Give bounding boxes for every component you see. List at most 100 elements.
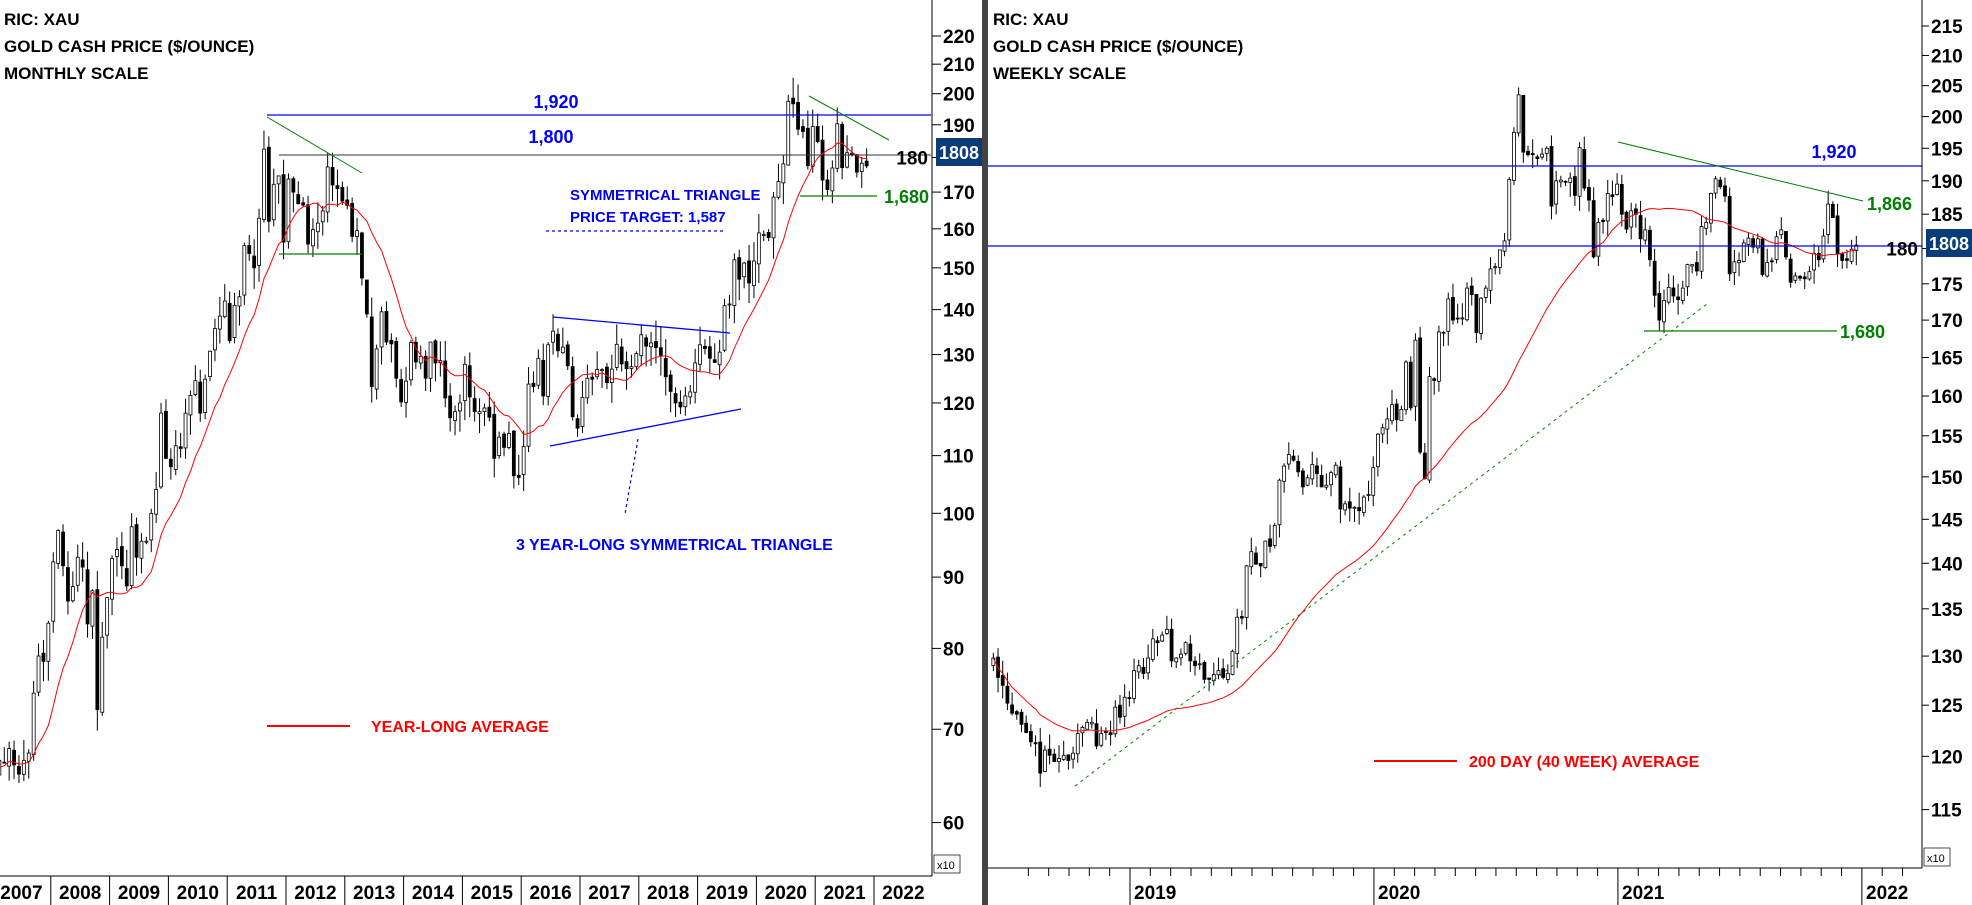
candle	[433, 339, 438, 382]
candle	[693, 348, 698, 404]
candle-body	[1197, 663, 1202, 666]
candle	[747, 244, 751, 304]
candle	[570, 356, 575, 421]
candle-body	[369, 316, 374, 387]
candle	[1596, 218, 1601, 266]
candle-body	[1582, 148, 1587, 189]
candle	[355, 217, 359, 255]
candle-body	[1104, 731, 1108, 733]
candle-body	[1563, 180, 1568, 183]
candle-body	[350, 203, 355, 237]
candle-body	[502, 433, 506, 448]
candle	[654, 320, 658, 364]
candle	[1427, 366, 1432, 484]
candle-body	[1249, 551, 1254, 568]
candle-body	[1193, 660, 1197, 667]
candle-body	[315, 222, 320, 233]
candle	[1469, 277, 1474, 306]
candle	[634, 351, 639, 370]
candle	[149, 508, 154, 553]
candle	[1305, 474, 1310, 487]
candle	[311, 218, 315, 258]
candle	[350, 197, 355, 243]
candle	[1558, 175, 1563, 188]
y-tick-label: 130	[943, 345, 975, 366]
candle	[51, 552, 56, 633]
candle-body	[1446, 298, 1451, 332]
candle-body	[609, 368, 614, 383]
candle	[781, 155, 786, 205]
x-tick-label: 2019	[706, 883, 748, 904]
x-tick-label: 2019	[1134, 883, 1176, 904]
candle	[624, 351, 629, 390]
candle	[1249, 537, 1254, 575]
candle	[423, 350, 428, 391]
candle-body	[1807, 271, 1812, 280]
candle-body	[257, 217, 261, 266]
candle-body	[1755, 238, 1760, 249]
candle	[1343, 500, 1347, 516]
candle-body	[1699, 226, 1704, 272]
candle-body	[1005, 685, 1010, 704]
candle-body	[1483, 287, 1488, 298]
y-tick-label: 195	[1931, 139, 1963, 160]
candle	[438, 341, 443, 377]
candle	[1751, 235, 1756, 253]
candle	[1849, 239, 1854, 265]
candle-body	[1727, 195, 1732, 275]
multiplier-box	[933, 854, 961, 874]
candle	[1479, 297, 1484, 340]
candle	[1446, 292, 1451, 346]
candle-body	[1258, 563, 1263, 567]
candle-body	[859, 162, 864, 172]
candle	[1568, 172, 1573, 197]
candle	[1704, 216, 1709, 236]
candle	[257, 208, 261, 282]
candle	[1601, 218, 1605, 234]
x-tick-label: 2020	[765, 883, 807, 904]
candle-body	[306, 204, 310, 245]
candle	[1554, 170, 1559, 215]
candle-body	[1141, 666, 1146, 674]
candle-body	[1408, 361, 1413, 409]
green-recent-downtrend-line	[808, 95, 890, 141]
candle-body	[1047, 748, 1052, 756]
candle-body	[17, 766, 21, 775]
candle-body	[1488, 268, 1493, 291]
candle	[1385, 407, 1390, 445]
candle-body	[384, 311, 389, 343]
candle-body	[178, 446, 183, 449]
candle-body	[531, 382, 536, 387]
candle-body	[105, 597, 110, 636]
candle-body	[1737, 260, 1741, 264]
candle-body	[217, 315, 222, 330]
candle	[374, 344, 379, 400]
candle-body	[198, 381, 203, 414]
candle	[1694, 250, 1699, 276]
candle	[1094, 709, 1099, 750]
candle	[678, 390, 683, 415]
candle	[673, 387, 678, 417]
candle-body	[600, 369, 604, 371]
candle-body	[144, 540, 149, 543]
candle-body	[418, 355, 423, 364]
candle-body	[149, 512, 154, 541]
candle-body	[1033, 742, 1038, 745]
candle-body	[208, 350, 212, 377]
candle-body	[1840, 253, 1845, 261]
candle	[521, 430, 526, 492]
candle-body	[658, 347, 663, 356]
candle	[1619, 174, 1624, 227]
x-tick-label: 2020	[1378, 883, 1420, 904]
candle-body	[1118, 704, 1122, 718]
candle	[1577, 142, 1582, 211]
candle-body	[51, 561, 56, 622]
candle-body	[1521, 95, 1526, 153]
candle	[340, 181, 345, 205]
x-tick-label: 2007	[0, 883, 42, 904]
candle	[825, 169, 830, 197]
candle-body	[399, 379, 404, 403]
candle-body	[1723, 185, 1727, 197]
candle	[1488, 257, 1493, 304]
